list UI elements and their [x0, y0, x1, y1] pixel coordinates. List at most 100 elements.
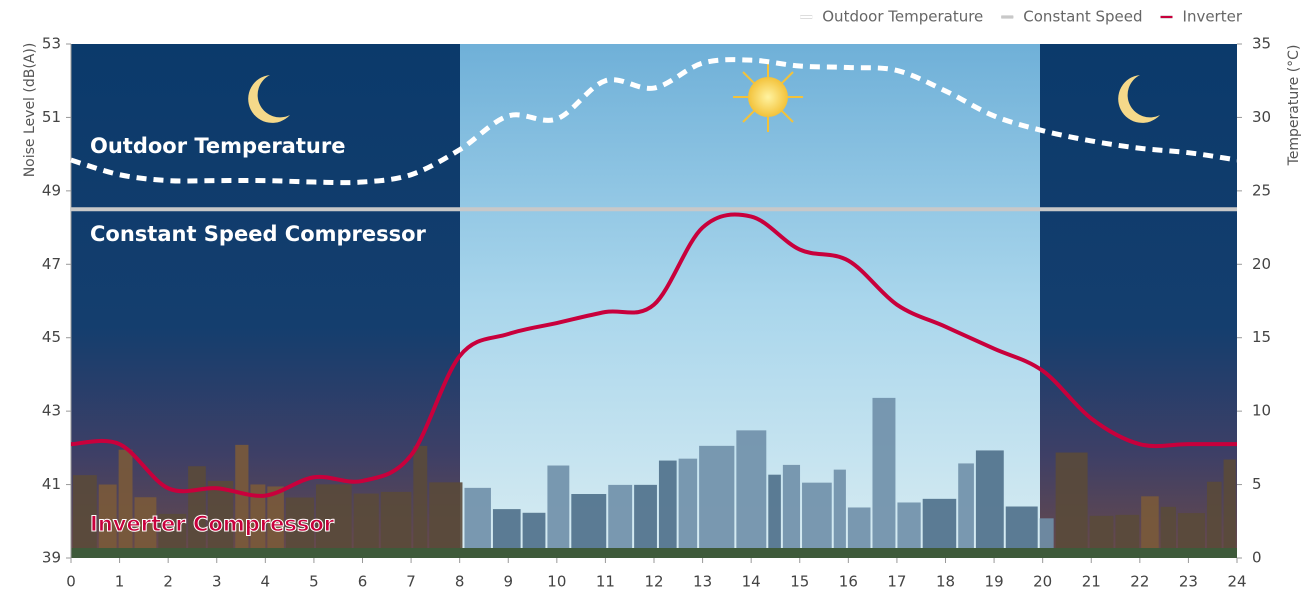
y-tick-label: 43 [42, 402, 61, 420]
y2-tick-label: 5 [1252, 475, 1262, 493]
x-tick-label: 21 [1082, 573, 1101, 591]
y-tick-label: 49 [42, 181, 61, 199]
annotation: Inverter Compressor [90, 512, 335, 536]
y2-axis-title: Temperature (°C) [1286, 45, 1302, 167]
skyline-building [897, 502, 921, 550]
y-tick-label: 39 [42, 549, 61, 567]
skyline-building [1115, 514, 1140, 550]
skyline-building [285, 497, 315, 550]
x-tick-label: 19 [985, 573, 1004, 591]
skyline-building [608, 484, 633, 550]
x-tick-label: 0 [66, 573, 76, 591]
x-tick-label: 8 [455, 573, 465, 591]
x-tick-label: 1 [115, 573, 125, 591]
skyline-building [413, 445, 428, 550]
legend-label: Constant Speed [1023, 8, 1142, 26]
legend-label: Outdoor Temperature [822, 8, 983, 26]
skyline-building [802, 482, 832, 550]
y-axis-title: Noise Level (dB(A)) [22, 43, 38, 178]
y2-tick-label: 15 [1252, 328, 1271, 346]
moon-icon [248, 75, 290, 123]
x-tick-label: 4 [261, 573, 271, 591]
skyline-building [1039, 518, 1054, 550]
x-tick-label: 2 [163, 573, 173, 591]
skyline-building [73, 475, 97, 550]
x-tick-label: 6 [358, 573, 368, 591]
skyline-building [1141, 496, 1159, 550]
x-tick-label: 23 [1179, 573, 1198, 591]
skyline-building [872, 397, 896, 550]
skyline-building [658, 460, 677, 550]
x-tick-label: 24 [1227, 573, 1246, 591]
skyline-building [134, 497, 157, 550]
y-tick-label: 47 [42, 255, 61, 273]
x-tick-label: 5 [309, 573, 319, 591]
x-tick-label: 7 [406, 573, 416, 591]
skyline-building [1055, 452, 1088, 550]
x-tick-label: 3 [212, 573, 222, 591]
skyline-building [158, 513, 187, 550]
x-tick-label: 22 [1130, 573, 1149, 591]
moon-icon [1118, 75, 1160, 123]
x-tick-label: 15 [790, 573, 809, 591]
skyline-building [922, 498, 957, 550]
y-tick-label: 51 [42, 108, 61, 126]
skyline-building [353, 493, 379, 550]
y2-tick-label: 20 [1252, 255, 1271, 273]
skyline-building [571, 494, 607, 550]
skyline-building [736, 430, 767, 550]
skyline-building [1160, 506, 1176, 550]
y2-tick-label: 10 [1252, 402, 1271, 420]
skyline-building [847, 507, 871, 550]
series-line [70, 57, 1238, 186]
x-tick-label: 20 [1033, 573, 1052, 591]
ground [71, 548, 1237, 558]
y2-tick-label: 35 [1252, 35, 1271, 53]
skyline-building [267, 486, 284, 550]
skyline-building [1089, 515, 1114, 550]
y2-tick-label: 0 [1252, 549, 1262, 567]
x-tick-label: 13 [693, 573, 712, 591]
series-line [70, 212, 1237, 498]
skyline-building [833, 469, 846, 550]
skyline-building [522, 512, 546, 550]
skyline-building [678, 458, 698, 550]
skyline-building [316, 484, 352, 550]
y-tick-label: 41 [42, 475, 61, 493]
skyline-building [464, 487, 491, 550]
y-tick-label: 45 [42, 328, 61, 346]
y2-tick-label: 30 [1252, 108, 1271, 126]
skyline-building [250, 484, 266, 550]
skyline-building [634, 484, 657, 550]
y-tick-label: 53 [42, 35, 61, 53]
annotation: Constant Speed Compressor [90, 222, 427, 246]
skyline-building [1223, 459, 1236, 550]
x-tick-label: 16 [839, 573, 858, 591]
x-tick-label: 11 [596, 573, 615, 591]
skyline-building [429, 482, 463, 550]
legend-label: Inverter [1183, 8, 1243, 26]
x-tick-label: 17 [887, 573, 906, 591]
skyline-building [98, 484, 117, 550]
skyline-building [768, 474, 781, 550]
skyline-building [547, 465, 570, 550]
skyline-building [235, 444, 249, 550]
skyline-building [782, 464, 801, 550]
x-tick-label: 10 [547, 573, 566, 591]
skyline-building [1206, 481, 1222, 550]
x-tick-label: 18 [936, 573, 955, 591]
skyline-building [958, 463, 974, 550]
x-tick-label: 12 [644, 573, 663, 591]
y2-tick-label: 25 [1252, 181, 1271, 199]
skyline-building [1005, 506, 1038, 550]
skyline-building [118, 449, 133, 550]
skyline-building [207, 481, 234, 550]
skyline-building [699, 445, 735, 550]
annotation: Outdoor Temperature [90, 134, 345, 158]
skyline-building [380, 491, 412, 550]
x-tick-label: 14 [742, 573, 761, 591]
x-tick-label: 9 [503, 573, 513, 591]
skyline-building [188, 466, 206, 550]
skyline-building [492, 509, 521, 550]
